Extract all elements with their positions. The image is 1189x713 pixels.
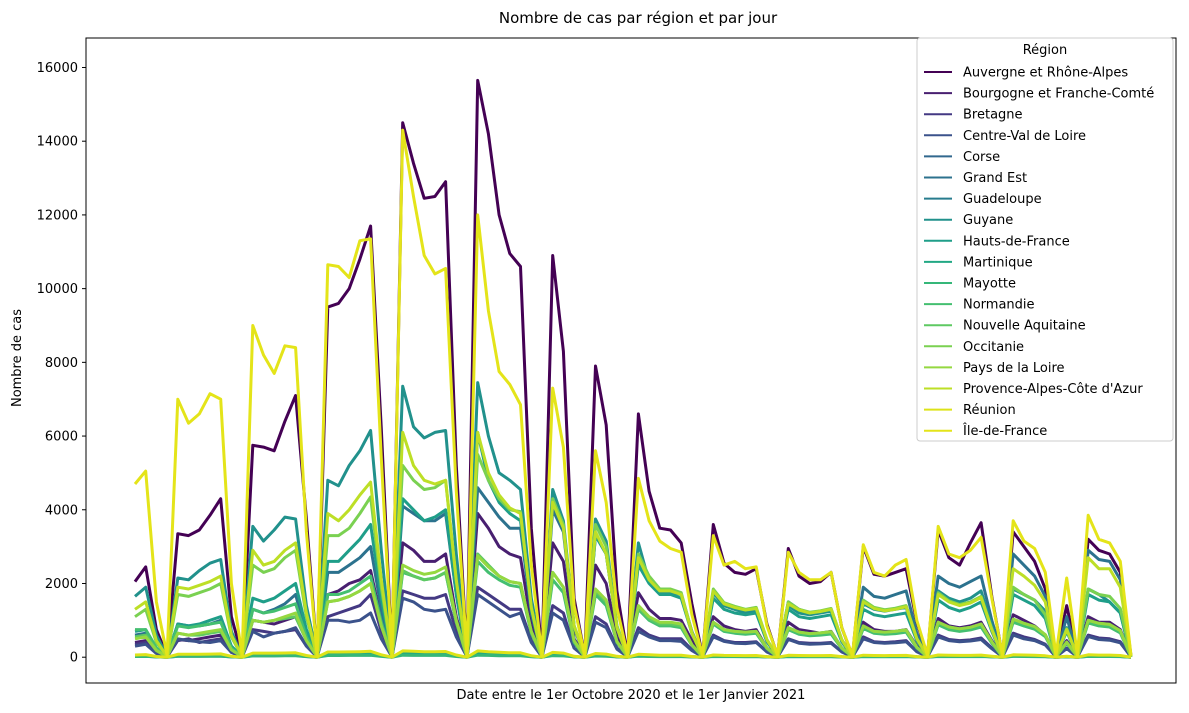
legend-entry-label: Grand Est — [963, 171, 1027, 186]
legend-entry-label: Guyane — [963, 213, 1013, 228]
legend-entry-label: Mayotte — [963, 277, 1016, 292]
legend-entry-label: Martinique — [963, 255, 1033, 270]
y-tick-label: 4000 — [45, 503, 78, 518]
y-tick-label: 8000 — [45, 356, 78, 371]
legend-entry-label: Provence-Alpes-Côte d'Azur — [963, 382, 1143, 397]
y-tick-label: 16000 — [37, 61, 78, 76]
series-line-3 — [134, 593, 1133, 659]
chart-title: Nombre de cas par région et par jour — [499, 9, 778, 27]
plot-frame — [85, 37, 1177, 684]
series-line-14 — [134, 554, 1133, 659]
y-tick-label: 10000 — [37, 282, 78, 297]
legend-entry-label: Nouvelle Aquitaine — [963, 319, 1086, 334]
y-axis-ticks: 0 2000 4000 6000 8000 10000 12000 14000 16000 — [37, 61, 86, 666]
y-tick-label: 0 — [70, 651, 78, 666]
legend: Région Auvergne et Rhône-Alpes Bourgogne … — [916, 37, 1174, 442]
legend-entry-label: Hauts-de-France — [963, 234, 1070, 249]
legend-entry-label: Bourgogne et Franche-Comté — [963, 87, 1154, 102]
legend-title: Région — [1023, 43, 1068, 58]
legend-entry-label: Occitanie — [963, 340, 1024, 355]
legend-entry-label: Bretagne — [963, 108, 1023, 123]
y-axis-label: Nombre de cas — [10, 309, 25, 407]
series-layer — [133, 78, 1133, 659]
legend-entry-label: Pays de la Loire — [963, 361, 1065, 376]
legend-entry-label: Corse — [963, 150, 1000, 165]
legend-entry-label: Normandie — [963, 298, 1035, 313]
x-axis-label: Date entre le 1er Octobre 2020 et le 1er… — [457, 688, 806, 703]
legend-entry-label: Centre-Val de Loire — [963, 129, 1086, 144]
y-tick-label: 2000 — [45, 577, 78, 592]
y-tick-label: 12000 — [37, 208, 78, 223]
legend-items: Auvergne et Rhône-Alpes Bourgogne et Fran… — [924, 66, 1154, 439]
series-line-16 — [134, 649, 1132, 659]
legend-frame — [916, 37, 1174, 442]
series-line-17 — [133, 128, 1133, 657]
y-tick-label: 6000 — [45, 430, 78, 445]
legend-entry-label: Guadeloupe — [963, 192, 1042, 207]
y-tick-label: 14000 — [37, 135, 78, 150]
legend-entry-label: Île-de-France — [962, 423, 1047, 439]
series-line-15 — [134, 430, 1133, 658]
legend-entry-label: Réunion — [963, 403, 1016, 418]
legend-entry-label: Auvergne et Rhône-Alpes — [963, 66, 1128, 81]
